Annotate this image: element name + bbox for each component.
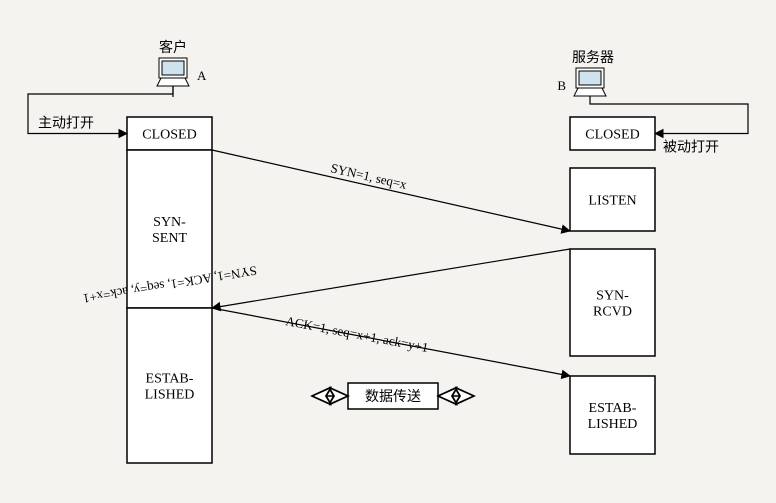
client-state-0-label: CLOSED (142, 128, 196, 143)
transfer-label: 数据传送 (365, 389, 421, 405)
server-endpoint-label: B (557, 78, 566, 93)
client-state-2-label: ESTAB-LISHED (145, 372, 195, 403)
server-state-1-label: LISTEN (588, 194, 636, 209)
server-state-0-label: CLOSED (585, 128, 639, 143)
tcp-handshake-diagram: CLOSED SYN-SENT ESTAB-LISHED CLOSED LISTEN SY… (0, 0, 776, 503)
server-title: 服务器 (572, 50, 614, 66)
client-computer-icon (157, 58, 189, 86)
handshake-label-0: SYN=1, seq=x (329, 160, 408, 192)
server-computer-icon (574, 68, 606, 96)
handshake-label-2: ACK=1, seq=x+1, ack=y+1 (284, 313, 429, 355)
server-state-3-label: ESTAB-LISHED (588, 401, 638, 432)
handshake-arrow-0 (212, 150, 570, 231)
client-state-1-label: SYN-SENT (152, 215, 187, 246)
server-open-label: 被动打开 (663, 139, 719, 156)
client-open-label: 主动打开 (38, 115, 94, 132)
client-endpoint-label: A (197, 68, 207, 83)
handshake-arrow-1 (212, 249, 570, 308)
server-state-2-label: SYN-RCVD (593, 289, 632, 320)
client-title: 客户 (159, 39, 187, 56)
